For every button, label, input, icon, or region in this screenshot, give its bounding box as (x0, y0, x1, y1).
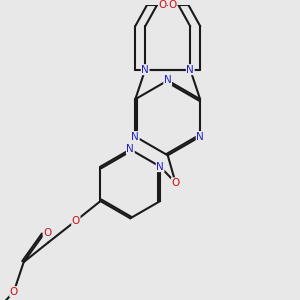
Text: N: N (141, 65, 149, 75)
Text: O: O (72, 216, 80, 226)
Text: O: O (169, 0, 177, 10)
Text: N: N (196, 132, 204, 142)
Text: N: N (186, 65, 194, 75)
Text: N: N (156, 162, 164, 172)
Text: N: N (131, 132, 139, 142)
Text: O: O (172, 178, 180, 188)
Text: O: O (43, 228, 51, 238)
Text: N: N (164, 76, 172, 85)
Text: O: O (159, 0, 167, 10)
Text: O: O (10, 286, 18, 297)
Text: N: N (126, 144, 134, 154)
